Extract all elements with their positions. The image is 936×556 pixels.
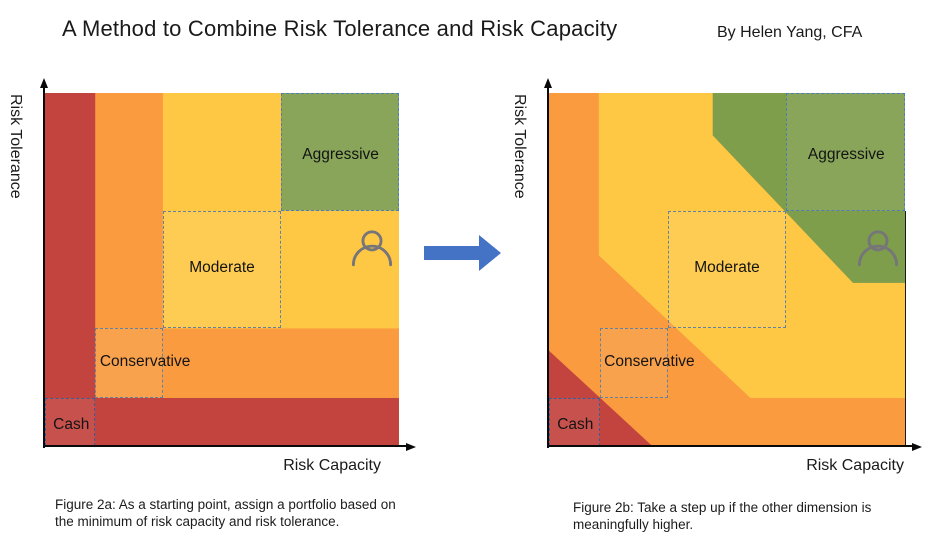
x-axis-line bbox=[547, 445, 912, 447]
y-axis-line bbox=[43, 87, 45, 448]
cash-band-horizontal bbox=[45, 397, 399, 446]
aggressive-zone-outline bbox=[281, 93, 399, 211]
y-axis-arrowhead-icon bbox=[543, 78, 552, 88]
plot-right-border bbox=[904, 210, 906, 446]
moderate-label: Moderate bbox=[189, 258, 255, 276]
cash-label: Cash bbox=[53, 415, 90, 433]
moderate-region bbox=[598, 93, 905, 398]
figure-2a: Cash Conservative Moderate Aggressive Ri… bbox=[7, 78, 416, 474]
risk-grid-2a bbox=[45, 93, 399, 446]
moderate-zone-outline bbox=[667, 210, 787, 329]
x-axis-line bbox=[43, 445, 406, 447]
aggressive-region bbox=[712, 93, 905, 283]
y-axis-label: Risk Tolerance bbox=[511, 94, 528, 199]
y-axis-label: Risk Tolerance bbox=[7, 94, 24, 199]
risk-grid-2b bbox=[549, 93, 905, 446]
person-icon bbox=[857, 230, 898, 267]
moderate-label: Moderate bbox=[694, 258, 760, 276]
conservative-label: Conservative bbox=[604, 352, 695, 370]
conservative-zone-outline bbox=[599, 328, 668, 398]
conservative-band-horizontal bbox=[95, 328, 399, 398]
y-axis-arrowhead-icon bbox=[39, 78, 48, 88]
x-axis-label: Risk Capacity bbox=[283, 457, 381, 474]
aggressive-zone-outline bbox=[786, 93, 905, 211]
x-axis-arrowhead-icon bbox=[406, 442, 416, 451]
figure-2a-caption: Figure 2a: As a starting point, assign a… bbox=[55, 497, 396, 530]
x-axis-arrowhead-icon bbox=[912, 442, 922, 451]
cash-zone-outline bbox=[549, 397, 600, 446]
y-axis-line bbox=[547, 87, 549, 448]
cash-band-vertical bbox=[45, 93, 96, 446]
page-title: A Method to Combine Risk Tolerance and R… bbox=[62, 16, 618, 41]
figure-2b-caption: Figure 2b: Take a step up if the other d… bbox=[573, 500, 872, 533]
conservative-label: Conservative bbox=[99, 352, 191, 370]
aggressive-label: Aggressive bbox=[807, 146, 885, 164]
figure-2b: Cash Conservative Moderate Aggressive Ri… bbox=[511, 78, 922, 474]
author-byline: By Helen Yang, CFA bbox=[717, 24, 863, 41]
x-axis-label: Risk Capacity bbox=[806, 457, 904, 474]
person-icon bbox=[352, 230, 393, 267]
aggressive-label: Aggressive bbox=[302, 146, 379, 164]
aggressive-region bbox=[281, 93, 399, 211]
right-arrow-icon bbox=[424, 235, 501, 271]
conservative-zone-outline bbox=[95, 328, 163, 398]
moderate-zone-outline bbox=[162, 210, 282, 329]
cash-label: Cash bbox=[557, 415, 594, 433]
